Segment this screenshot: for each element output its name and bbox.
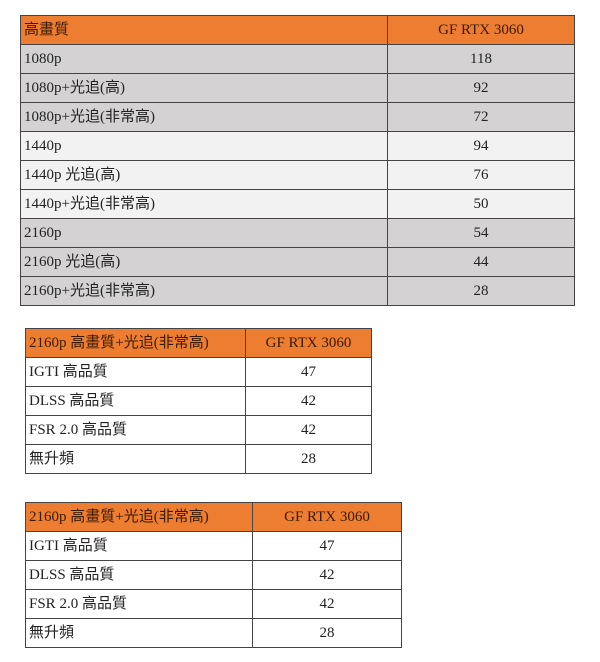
fps-cell: 54	[387, 218, 575, 248]
quality-table: 高畫質 GF RTX 3060 1080p 118 1080p+光追(高) 92 1080p…	[20, 15, 575, 306]
table-row: FSR 2.0 高品質 42	[25, 415, 372, 445]
fps-cell: 44	[387, 247, 575, 277]
table-row: FSR 2.0 高品質 42	[25, 589, 402, 619]
fps-cell: 76	[387, 160, 575, 190]
setting-cell: IGTI 高品質	[25, 357, 246, 387]
fps-cell: 42	[245, 386, 372, 416]
setting-cell: 1080p+光追(非常高)	[20, 102, 388, 132]
setting-cell: FSR 2.0 高品質	[25, 415, 246, 445]
fps-cell: 42	[252, 560, 402, 590]
header-label: 高畫質	[20, 15, 388, 45]
setting-cell: 無升頻	[25, 444, 246, 474]
table-row: 1080p+光追(非常高) 72	[20, 102, 575, 132]
table-row: 2160p 光追(高) 44	[20, 247, 575, 277]
setting-cell: 1440p	[20, 131, 388, 161]
table-row: DLSS 高品質 42	[25, 386, 372, 416]
table-row: 1440p+光追(非常高) 50	[20, 189, 575, 219]
table-row: IGTI 高品質 47	[25, 531, 402, 561]
header-gpu: GF RTX 3060	[252, 502, 402, 532]
setting-cell: FSR 2.0 高品質	[25, 589, 253, 619]
setting-cell: 2160p	[20, 218, 388, 248]
setting-cell: 1440p 光追(高)	[20, 160, 388, 190]
table-row: 1080p 118	[20, 44, 575, 74]
header-row: 2160p 高畫質+光追(非常高) GF RTX 3060	[25, 502, 402, 532]
fps-cell: 72	[387, 102, 575, 132]
setting-cell: DLSS 高品質	[25, 386, 246, 416]
setting-cell: 1080p	[20, 44, 388, 74]
fps-cell: 94	[387, 131, 575, 161]
fps-cell: 28	[252, 618, 402, 648]
header-gpu: GF RTX 3060	[387, 15, 575, 45]
setting-cell: 無升頻	[25, 618, 253, 648]
setting-cell: 1440p+光追(非常高)	[20, 189, 388, 219]
fps-cell: 28	[387, 276, 575, 306]
fps-cell: 47	[245, 357, 372, 387]
setting-cell: 2160p 光追(高)	[20, 247, 388, 277]
fps-cell: 42	[252, 589, 402, 619]
upscaling-table: 2160p 高畫質+光追(非常高) GF RTX 3060 IGTI 高品質 47 DL…	[25, 328, 372, 474]
header-row: 高畫質 GF RTX 3060	[20, 15, 575, 45]
fps-cell: 42	[245, 415, 372, 445]
setting-cell: 2160p+光追(非常高)	[20, 276, 388, 306]
setting-cell: IGTI 高品質	[25, 531, 253, 561]
setting-cell: 1080p+光追(高)	[20, 73, 388, 103]
table-row: 1080p+光追(高) 92	[20, 73, 575, 103]
header-row: 2160p 高畫質+光追(非常高) GF RTX 3060	[25, 328, 372, 358]
fps-cell: 28	[245, 444, 372, 474]
table-row: 1440p 光追(高) 76	[20, 160, 575, 190]
header-gpu: GF RTX 3060	[245, 328, 372, 358]
fps-cell: 118	[387, 44, 575, 74]
fps-cell: 50	[387, 189, 575, 219]
table-row: 1440p 94	[20, 131, 575, 161]
table-row: IGTI 高品質 47	[25, 357, 372, 387]
upscaling-table-copy: 2160p 高畫質+光追(非常高) GF RTX 3060 IGTI 高品質 47 DL…	[25, 502, 402, 648]
fps-cell: 92	[387, 73, 575, 103]
table-row: 2160p 54	[20, 218, 575, 248]
header-label: 2160p 高畫質+光追(非常高)	[25, 328, 246, 358]
table-row: 2160p+光追(非常高) 28	[20, 276, 575, 306]
table-row: 無升頻 28	[25, 444, 372, 474]
table-row: DLSS 高品質 42	[25, 560, 402, 590]
table-row: 無升頻 28	[25, 618, 402, 648]
setting-cell: DLSS 高品質	[25, 560, 253, 590]
header-label: 2160p 高畫質+光追(非常高)	[25, 502, 253, 532]
fps-cell: 47	[252, 531, 402, 561]
